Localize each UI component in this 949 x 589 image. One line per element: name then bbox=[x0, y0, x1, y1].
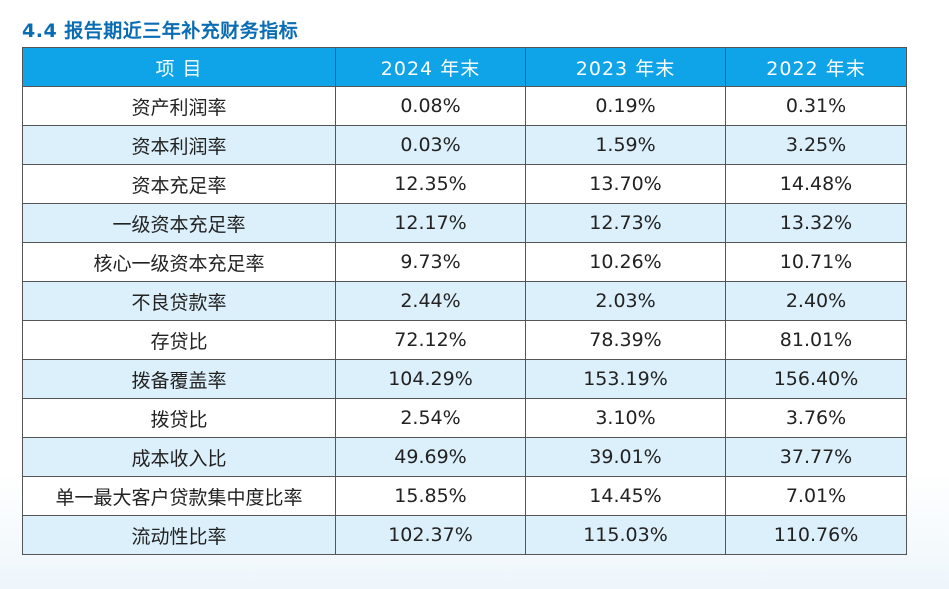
value-2023: 3.10% bbox=[525, 398, 726, 438]
header-2022: 2022 年末 bbox=[725, 47, 907, 87]
table-row: 核心一级资本充足率 9.73% 10.26% 10.71% bbox=[22, 242, 907, 282]
value-2024: 2.54% bbox=[335, 398, 526, 438]
row-label: 资本利润率 bbox=[22, 125, 336, 165]
table-header-row: 项 目 2024 年末 2023 年末 2022 年末 bbox=[22, 47, 907, 87]
row-label: 拨贷比 bbox=[22, 398, 336, 438]
table-row: 成本收入比 49.69% 39.01% 37.77% bbox=[22, 437, 907, 477]
table-row: 资产利润率 0.08% 0.19% 0.31% bbox=[22, 86, 907, 126]
value-2024: 12.17% bbox=[335, 203, 526, 243]
value-2024: 104.29% bbox=[335, 359, 526, 399]
row-label: 存贷比 bbox=[22, 320, 336, 360]
value-2023: 39.01% bbox=[525, 437, 726, 477]
row-label: 资产利润率 bbox=[22, 86, 336, 126]
header-item: 项 目 bbox=[22, 47, 336, 87]
table-row: 流动性比率 102.37% 115.03% 110.76% bbox=[22, 515, 907, 555]
value-2022: 3.76% bbox=[725, 398, 907, 438]
table-row: 拨贷比 2.54% 3.10% 3.76% bbox=[22, 398, 907, 438]
row-label: 拨备覆盖率 bbox=[22, 359, 336, 399]
value-2022: 37.77% bbox=[725, 437, 907, 477]
row-label: 核心一级资本充足率 bbox=[22, 242, 336, 282]
value-2022: 7.01% bbox=[725, 476, 907, 516]
value-2023: 0.19% bbox=[525, 86, 726, 126]
table-row: 存贷比 72.12% 78.39% 81.01% bbox=[22, 320, 907, 360]
value-2022: 10.71% bbox=[725, 242, 907, 282]
section-title: 4.4 报告期近三年补充财务指标 bbox=[22, 20, 299, 42]
table-row: 一级资本充足率 12.17% 12.73% 13.32% bbox=[22, 203, 907, 243]
header-2024: 2024 年末 bbox=[335, 47, 526, 87]
value-2023: 13.70% bbox=[525, 164, 726, 204]
value-2022: 81.01% bbox=[725, 320, 907, 360]
row-label: 成本收入比 bbox=[22, 437, 336, 477]
table-row: 拨备覆盖率 104.29% 153.19% 156.40% bbox=[22, 359, 907, 399]
table-row: 资本充足率 12.35% 13.70% 14.48% bbox=[22, 164, 907, 204]
row-label: 不良贷款率 bbox=[22, 281, 336, 321]
value-2023: 12.73% bbox=[525, 203, 726, 243]
value-2022: 2.40% bbox=[725, 281, 907, 321]
table-row: 单一最大客户贷款集中度比率 15.85% 14.45% 7.01% bbox=[22, 476, 907, 516]
value-2024: 0.08% bbox=[335, 86, 526, 126]
row-label: 流动性比率 bbox=[22, 515, 336, 555]
value-2022: 3.25% bbox=[725, 125, 907, 165]
value-2024: 102.37% bbox=[335, 515, 526, 555]
value-2022: 13.32% bbox=[725, 203, 907, 243]
value-2024: 72.12% bbox=[335, 320, 526, 360]
value-2022: 110.76% bbox=[725, 515, 907, 555]
row-label: 单一最大客户贷款集中度比率 bbox=[22, 476, 336, 516]
value-2022: 0.31% bbox=[725, 86, 907, 126]
value-2024: 12.35% bbox=[335, 164, 526, 204]
table-row: 不良贷款率 2.44% 2.03% 2.40% bbox=[22, 281, 907, 321]
row-label: 一级资本充足率 bbox=[22, 203, 336, 243]
value-2022: 14.48% bbox=[725, 164, 907, 204]
value-2023: 115.03% bbox=[525, 515, 726, 555]
financial-indicators-table: 项 目 2024 年末 2023 年末 2022 年末 资产利润率 0.08% … bbox=[22, 47, 907, 555]
value-2024: 15.85% bbox=[335, 476, 526, 516]
value-2024: 2.44% bbox=[335, 281, 526, 321]
row-label: 资本充足率 bbox=[22, 164, 336, 204]
value-2023: 78.39% bbox=[525, 320, 726, 360]
value-2023: 1.59% bbox=[525, 125, 726, 165]
value-2024: 0.03% bbox=[335, 125, 526, 165]
value-2022: 156.40% bbox=[725, 359, 907, 399]
value-2023: 14.45% bbox=[525, 476, 726, 516]
value-2024: 49.69% bbox=[335, 437, 526, 477]
value-2023: 2.03% bbox=[525, 281, 726, 321]
header-2023: 2023 年末 bbox=[525, 47, 726, 87]
value-2023: 10.26% bbox=[525, 242, 726, 282]
value-2023: 153.19% bbox=[525, 359, 726, 399]
value-2024: 9.73% bbox=[335, 242, 526, 282]
table-row: 资本利润率 0.03% 1.59% 3.25% bbox=[22, 125, 907, 165]
